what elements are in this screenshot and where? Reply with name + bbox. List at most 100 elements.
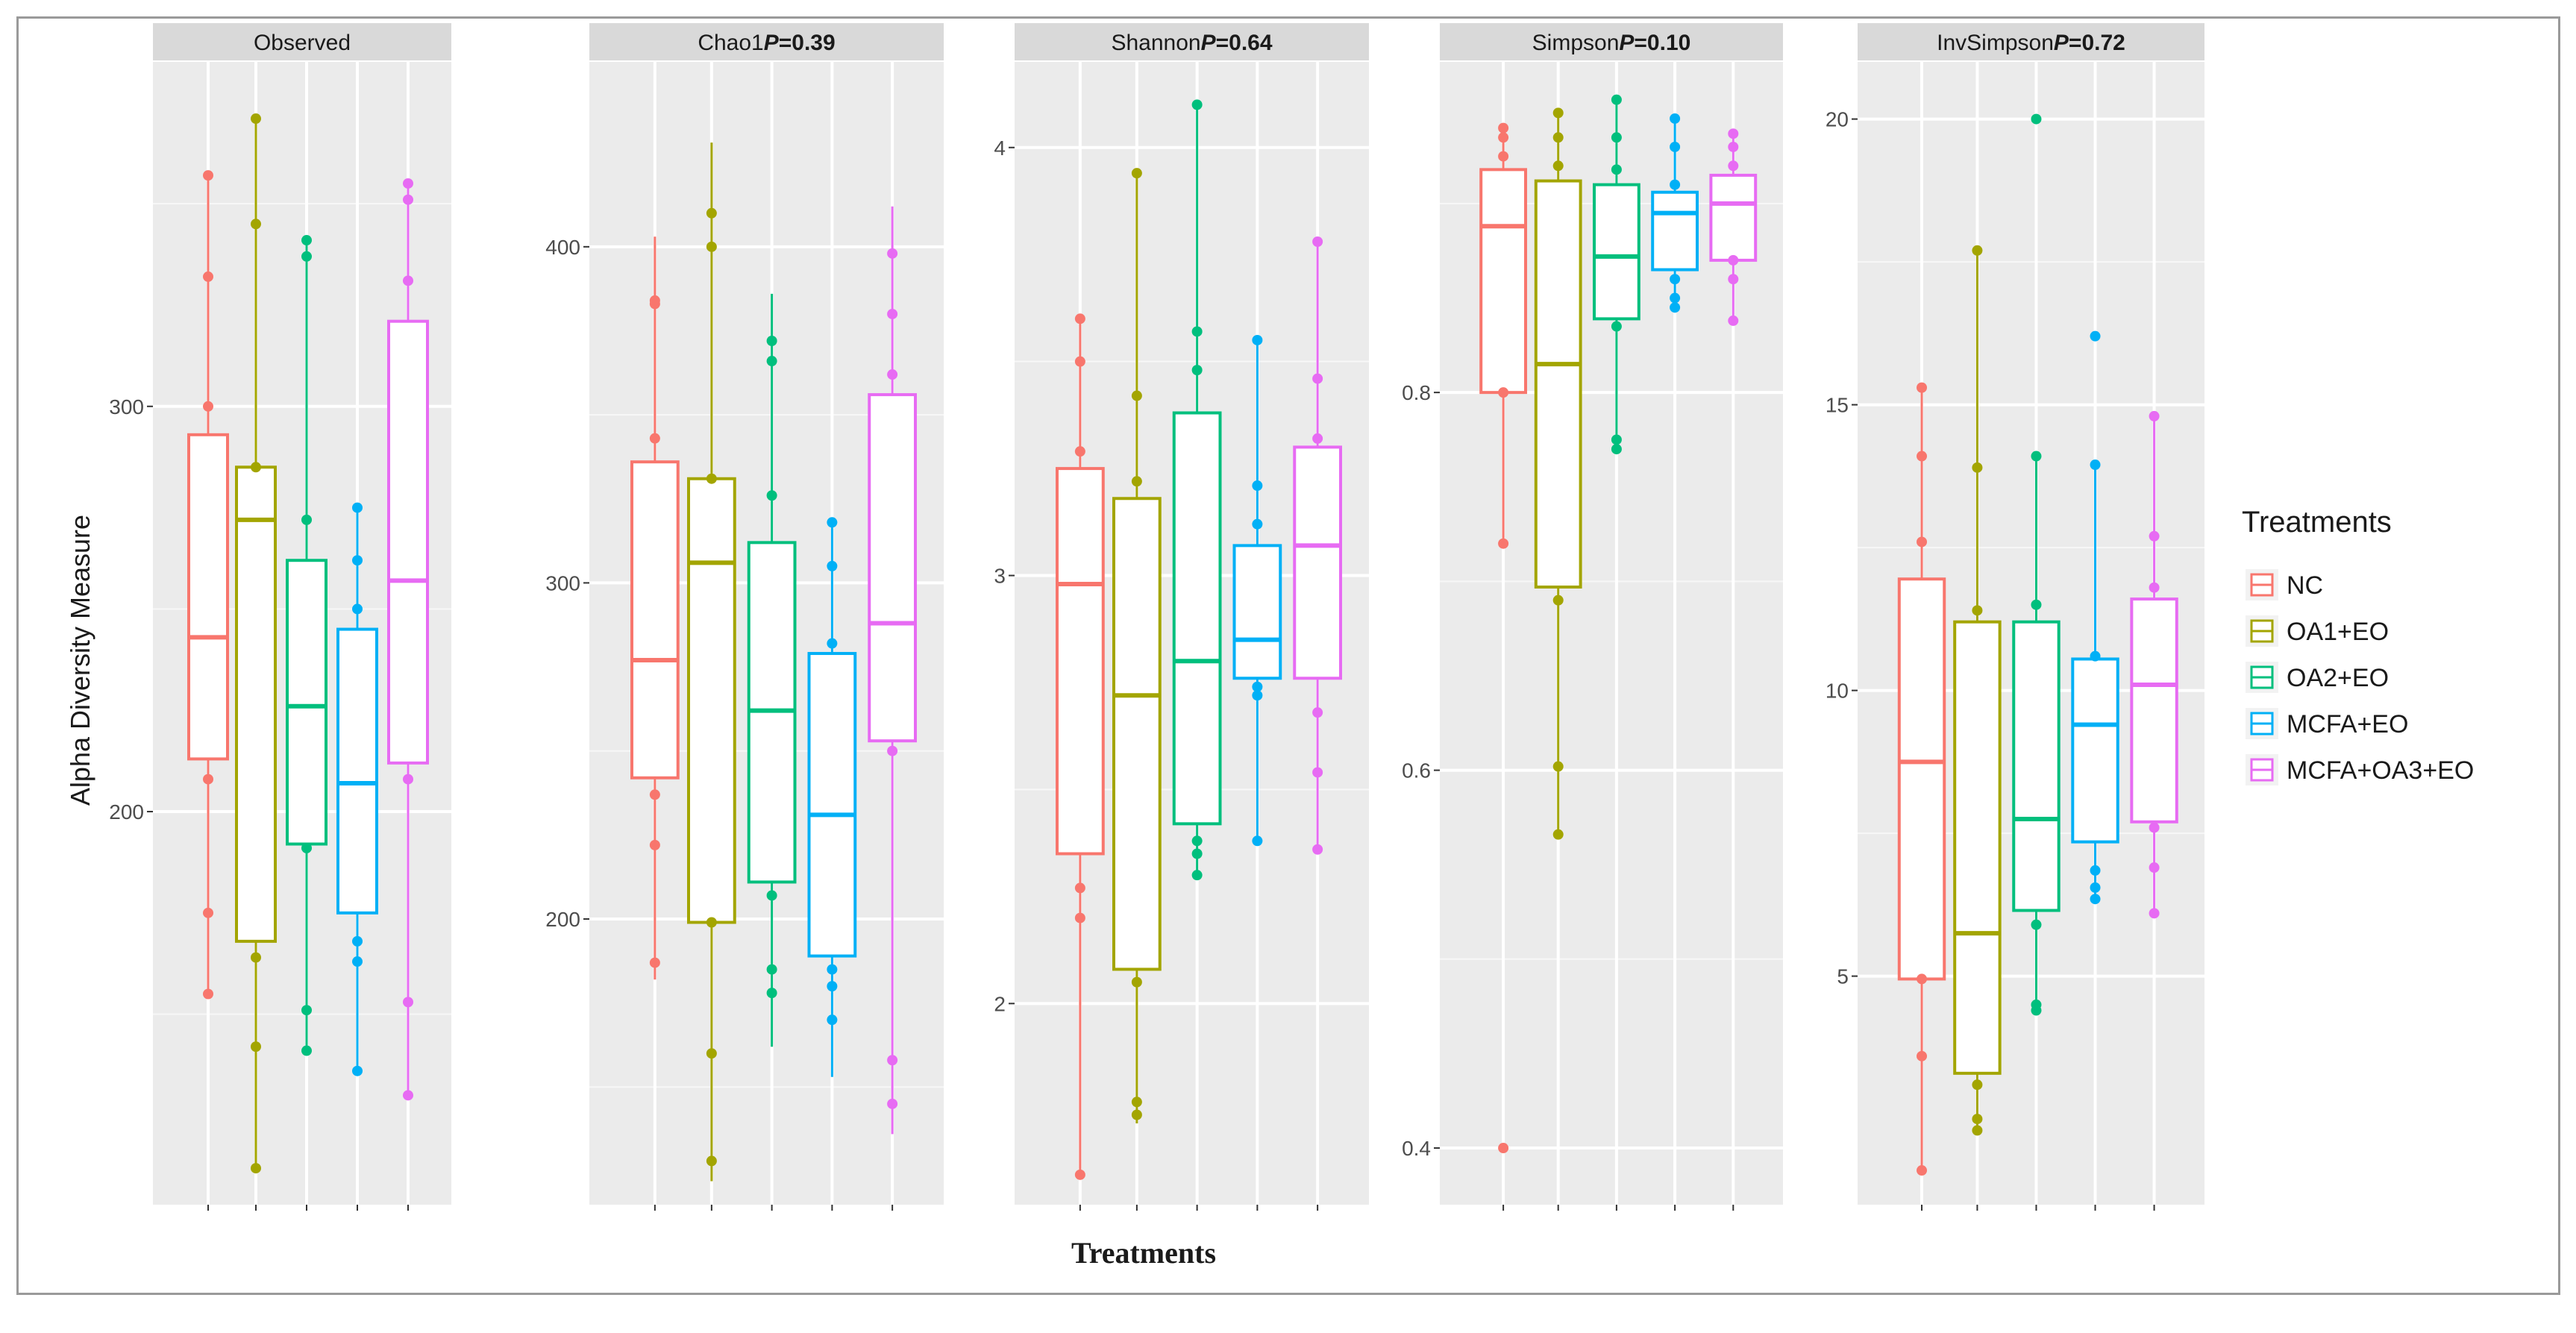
data-point — [827, 517, 838, 528]
box-body — [1293, 445, 1342, 680]
box-mcfa-eo — [1651, 113, 1699, 313]
y-tick-label: 0.8 — [1402, 381, 1431, 404]
panel-strip-p-label: P — [1201, 31, 1217, 55]
data-point — [1611, 94, 1622, 105]
data-point — [1552, 107, 1564, 119]
panel-strip-title: Observed — [254, 31, 351, 55]
data-point — [649, 839, 660, 850]
box-oa1-eo — [1534, 107, 1582, 840]
box-body — [1953, 620, 2002, 1075]
data-point — [1728, 274, 1739, 285]
data-point — [766, 890, 777, 901]
data-point — [827, 638, 838, 649]
data-point — [1670, 113, 1681, 124]
data-point — [1131, 1109, 1142, 1120]
data-point — [301, 251, 312, 262]
data-point — [1074, 1169, 1085, 1180]
data-point — [1131, 390, 1142, 401]
data-point — [203, 401, 213, 412]
box-body — [286, 559, 328, 846]
legend: Treatments NC OA1+EO OA2+EO MCFA+EO MCFA+OA3… — [2242, 506, 2474, 785]
panel-strip-p-value: =0.10 — [1634, 31, 1690, 55]
data-point — [301, 842, 312, 853]
data-point — [352, 956, 363, 967]
data-point — [352, 502, 363, 513]
data-point — [887, 369, 898, 380]
panel-invsimpson: InvSimpsonP=0.72 5 10 15 20 — [1826, 23, 2204, 1211]
data-point — [766, 490, 777, 501]
data-point — [1498, 387, 1509, 398]
data-point — [1312, 433, 1323, 444]
data-point — [251, 1041, 261, 1053]
panel-observed: Observed 200 300 — [109, 23, 451, 1211]
data-point — [352, 935, 363, 947]
box-body — [1593, 183, 1640, 321]
data-point — [1552, 829, 1564, 840]
panel-strip — [1015, 23, 1369, 60]
data-point — [1131, 1097, 1142, 1108]
data-point — [251, 952, 261, 963]
legend-label: OA1+EO — [2287, 618, 2389, 646]
box-nc — [1056, 313, 1105, 1180]
data-point — [1917, 973, 1928, 985]
data-point — [352, 1065, 363, 1076]
legend-label: NC — [2287, 571, 2323, 600]
box-oa2-eo — [2012, 113, 2061, 1016]
box-oa2-eo — [1172, 99, 1222, 881]
data-point — [649, 957, 660, 968]
box-body — [687, 477, 736, 924]
data-point — [1611, 164, 1622, 175]
data-point — [1670, 292, 1681, 304]
data-point — [1074, 313, 1085, 324]
data-point — [1670, 179, 1681, 190]
box-body — [1232, 544, 1282, 680]
data-point — [1611, 321, 1622, 332]
data-point — [2149, 582, 2160, 593]
panel-strip — [589, 23, 944, 60]
box-oa1-eo — [235, 113, 277, 1174]
y-tick-label: 300 — [109, 395, 144, 418]
data-point — [1074, 882, 1085, 894]
box-body — [1897, 577, 1946, 981]
x-axis-title: Treatments — [1071, 1236, 1216, 1270]
panels-layer: Observed200300Chao1P=0.39200300400Shanno… — [109, 23, 2204, 1211]
legend-entry-nc: NC — [2246, 569, 2323, 600]
data-point — [1972, 1114, 1983, 1125]
data-point — [2031, 919, 2042, 930]
data-point — [1131, 976, 1142, 988]
data-point — [706, 917, 717, 928]
data-point — [1191, 365, 1203, 376]
data-point — [1972, 1125, 1983, 1136]
box-mcfa-oa3-eo — [1709, 128, 1758, 326]
data-point — [403, 194, 413, 205]
data-point — [2149, 410, 2160, 421]
data-point — [2149, 908, 2160, 919]
data-point — [251, 1163, 261, 1174]
data-point — [706, 473, 717, 484]
box-body — [807, 652, 857, 958]
box-mcfa-eo — [336, 502, 378, 1076]
panel-strip-title: ShannonP=0.64 — [1111, 31, 1272, 55]
box-mcfa-eo — [807, 517, 857, 1077]
data-point — [1498, 122, 1509, 134]
box-mcfa-eo — [1232, 334, 1282, 847]
data-point — [706, 241, 717, 252]
panel-strip-title: Chao1P=0.39 — [698, 31, 835, 55]
data-point — [2149, 862, 2160, 873]
data-point — [1498, 538, 1509, 549]
data-point — [1670, 141, 1681, 152]
box-body — [1534, 179, 1582, 589]
box-body — [1172, 411, 1222, 826]
data-point — [251, 113, 261, 125]
panel-strip — [1858, 23, 2204, 60]
data-point — [2090, 865, 2101, 876]
y-tick-label: 300 — [545, 571, 580, 595]
data-point — [766, 964, 777, 975]
box-nc — [1897, 382, 1946, 1176]
box-mcfa-oa3-eo — [2130, 410, 2178, 919]
y-tick-label: 200 — [109, 800, 144, 824]
y-tick-label: 0.4 — [1402, 1137, 1431, 1160]
box-body — [2071, 657, 2119, 844]
box-body — [2012, 620, 2061, 912]
data-point — [1312, 707, 1323, 718]
